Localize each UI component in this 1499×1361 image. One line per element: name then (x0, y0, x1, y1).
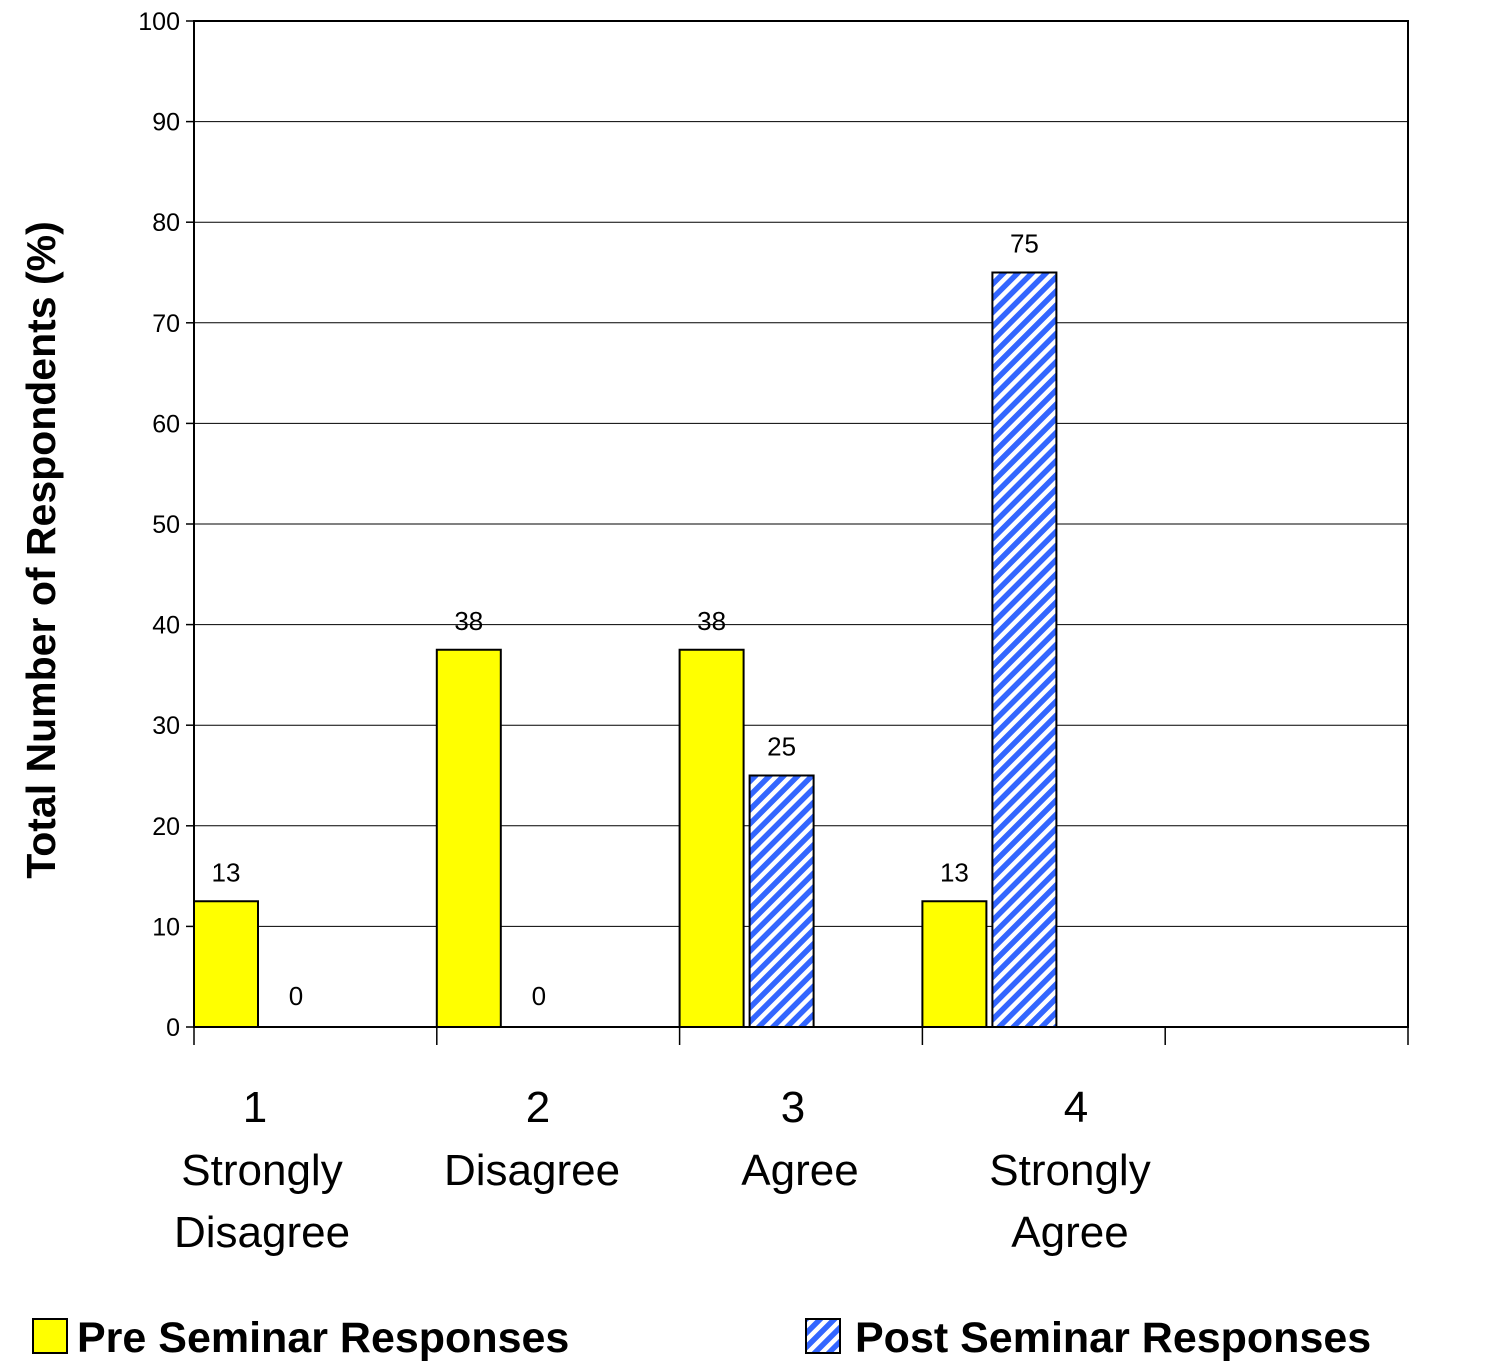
category-number-3: 3 (781, 1083, 805, 1132)
axes (186, 20, 1409, 1045)
category-number-2: 2 (526, 1083, 550, 1132)
category-label-2-line-1: Disagree (444, 1146, 620, 1195)
y-tick-label-40: 40 (152, 612, 180, 640)
y-tick-label-30: 30 (152, 712, 180, 740)
y-tick-label-70: 70 (152, 310, 180, 338)
bars (193, 271, 1058, 1028)
bar-pre-2 (435, 648, 502, 1028)
y-tick-label-100: 100 (138, 8, 180, 36)
bar-post-4 (991, 271, 1058, 1028)
y-tick-label-20: 20 (152, 813, 180, 841)
bar-post-3 (748, 774, 815, 1028)
y-tick-label-80: 80 (152, 209, 180, 237)
category-number-4: 4 (1064, 1083, 1088, 1132)
data-label-post-2: 0 (532, 981, 546, 1011)
y-axis-title: Total Number of Respondents (%) (18, 221, 64, 879)
data-label-pre-1: 13 (212, 857, 241, 887)
bar-pre-1 (193, 900, 259, 1028)
category-number-1: 1 (243, 1083, 267, 1132)
category-label-1-line-2: Disagree (174, 1208, 350, 1257)
data-label-pre-2: 38 (454, 606, 483, 636)
legend-label-post: Post Seminar Responses (855, 1314, 1371, 1361)
data-label-post-1: 0 (289, 981, 303, 1011)
category-label-4-line-1: Strongly (989, 1146, 1150, 1195)
category-label-3-line-1: Agree (741, 1146, 858, 1195)
data-label-post-3: 25 (767, 732, 796, 762)
y-tick-label-10: 10 (152, 913, 180, 941)
bar-pre-3 (678, 648, 745, 1028)
data-label-pre-3: 38 (697, 606, 726, 636)
category-label-4-line-2: Agree (1011, 1208, 1128, 1257)
y-tick-label-50: 50 (152, 511, 180, 539)
legend-label-pre: Pre Seminar Responses (77, 1314, 569, 1361)
legend-swatch-post (805, 1318, 841, 1354)
y-tick-label-90: 90 (152, 109, 180, 137)
y-tick-label-0: 0 (166, 1014, 180, 1042)
legend: Pre Seminar Responses Post Seminar Respon… (32, 1314, 1371, 1361)
y-tick-label-60: 60 (152, 410, 180, 438)
bar-pre-4 (921, 900, 988, 1028)
category-label-1-line-1: Strongly (181, 1146, 342, 1195)
data-label-post-4: 75 (1010, 229, 1039, 259)
labels: 13 38 38 13 0 0 25 75 0 10 20 30 40 50 60 70 80 90 100 1 Str… (18, 8, 1151, 1257)
data-label-pre-4: 13 (940, 857, 969, 887)
legend-swatch-pre (32, 1318, 68, 1354)
